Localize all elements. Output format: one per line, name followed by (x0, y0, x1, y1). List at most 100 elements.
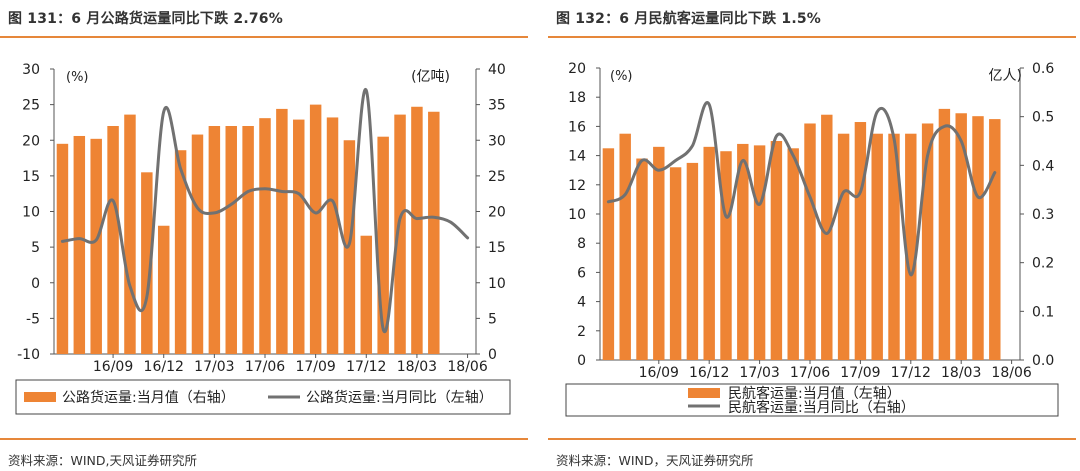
right-tick-label: 0.6 (1032, 61, 1054, 77)
bar (377, 136, 389, 354)
bar (888, 133, 900, 360)
x-tick-label: 17/06 (245, 359, 285, 375)
bar (737, 143, 749, 360)
bar (770, 141, 783, 360)
bar (174, 150, 187, 354)
legend-bar-label: 公路货运量:当月值（右轴） (62, 389, 235, 406)
right-tick-label: 0.4 (1032, 158, 1054, 174)
right-tick-label: 0.5 (1032, 110, 1054, 126)
line-series (606, 101, 997, 277)
x-tick-label: 16/12 (144, 359, 184, 375)
right-tick-label: 20 (488, 205, 506, 221)
x-tick-label: 18/06 (991, 365, 1031, 381)
left-tick-label: 12 (568, 178, 586, 194)
x-tick-label: 16/12 (689, 365, 729, 381)
right-tick-label: 40 (488, 62, 506, 78)
left-tick-label: 14 (568, 149, 586, 165)
bar (191, 134, 204, 354)
left-tick-label: 10 (22, 205, 40, 221)
right-tick-label: 5 (488, 311, 497, 327)
bar (293, 119, 305, 355)
bar-line-chart-air-passenger: 201816141210864200.60.50.40.30.20.10.0(%… (565, 61, 1059, 417)
left-axis-unit: (%) (66, 70, 89, 85)
bar (821, 114, 833, 360)
left-tick-label: 0 (31, 276, 40, 292)
left-tick-label: 15 (22, 169, 40, 185)
bar (90, 138, 102, 354)
chart-panel-right: 图 132：6 月民航客运量同比下跌 1.5% 20 18 16 14 12 10 8 6 4 2… (548, 0, 1078, 471)
bar (242, 126, 254, 354)
figure-title: 图 132：6 月民航客运量同比下跌 1.5% (556, 11, 822, 27)
bar (972, 116, 984, 361)
bar (989, 119, 1001, 360)
right-tick-label: 0.0 (1032, 353, 1054, 369)
legend-box (565, 383, 1059, 417)
legend-line-label: 民航客运量:当月同比（右轴） (728, 399, 915, 416)
bar (124, 114, 136, 354)
bar (259, 118, 271, 354)
bar (107, 126, 119, 354)
bar (686, 162, 699, 360)
left-tick-label: 8 (577, 236, 586, 252)
bar (73, 135, 86, 354)
legend-bar-swatch (688, 388, 720, 398)
bar (276, 108, 288, 355)
bar (669, 167, 682, 360)
bar (56, 143, 69, 354)
bar-line-chart-road-freight: 30 25 20 15 10 5 0 -5 -10 40 35 30 25 20 15 10 5 0 (%) (亿吨)… (15, 62, 511, 415)
x-tick-label: 17/03 (739, 365, 779, 381)
legend-bar-label: 民航客运量:当月值（左轴） (728, 385, 901, 402)
x-tick-label: 18/06 (447, 359, 487, 375)
title-rule (548, 36, 1076, 38)
legend-box (15, 379, 511, 415)
title-rule (0, 36, 528, 38)
bar (619, 133, 631, 360)
x-tick-label: 17/03 (194, 359, 234, 375)
left-axis-unit: (%) (610, 69, 633, 84)
bar (428, 111, 440, 354)
x-tick-label: 16/09 (639, 365, 679, 381)
bar (225, 126, 237, 354)
right-tick-label: 35 (488, 98, 506, 114)
right-axis-unit: 亿人) (989, 68, 1022, 84)
left-tick-label: 6 (577, 265, 586, 281)
left-tick-label: -5 (26, 311, 40, 327)
left-tick-label: 0 (577, 353, 586, 369)
bar (653, 146, 665, 360)
right-tick-label: 0 (488, 347, 497, 363)
bar (854, 122, 867, 361)
source-note: 资料来源：WIND,天风证券研究所 (8, 453, 197, 468)
left-tick-label: 5 (31, 240, 40, 256)
bar (753, 145, 766, 360)
left-tick-label: 30 (22, 62, 40, 78)
bar (703, 146, 715, 360)
bar (394, 114, 406, 354)
bar (955, 113, 967, 360)
bar (309, 104, 322, 354)
left-tick-label: 25 (22, 98, 40, 114)
right-tick-label: 0.2 (1032, 256, 1054, 272)
bar (871, 133, 883, 360)
bar (208, 126, 221, 354)
right-tick-label: 30 (488, 133, 506, 149)
x-tick-label: 17/06 (790, 365, 830, 381)
line-series (60, 88, 470, 334)
source-rule (548, 438, 1076, 440)
bar (921, 123, 934, 360)
bar (938, 108, 951, 360)
bar (804, 123, 816, 360)
right-tick-label: 25 (488, 169, 506, 185)
right-tick-label: 10 (488, 276, 506, 292)
bar (141, 172, 153, 354)
right-tick-label: 0.1 (1032, 304, 1054, 320)
bar (326, 117, 339, 354)
left-tick-label: 4 (577, 295, 586, 311)
x-tick-label: 17/09 (840, 365, 880, 381)
left-tick-label: 20 (568, 61, 586, 77)
left-tick-label: 16 (568, 119, 586, 135)
left-tick-label: 20 (22, 133, 40, 149)
right-axis-unit: (亿吨) (411, 69, 450, 85)
x-tick-label: 18/03 (941, 365, 981, 381)
x-tick-label: 17/12 (891, 365, 931, 381)
left-tick-label: -10 (17, 347, 40, 363)
